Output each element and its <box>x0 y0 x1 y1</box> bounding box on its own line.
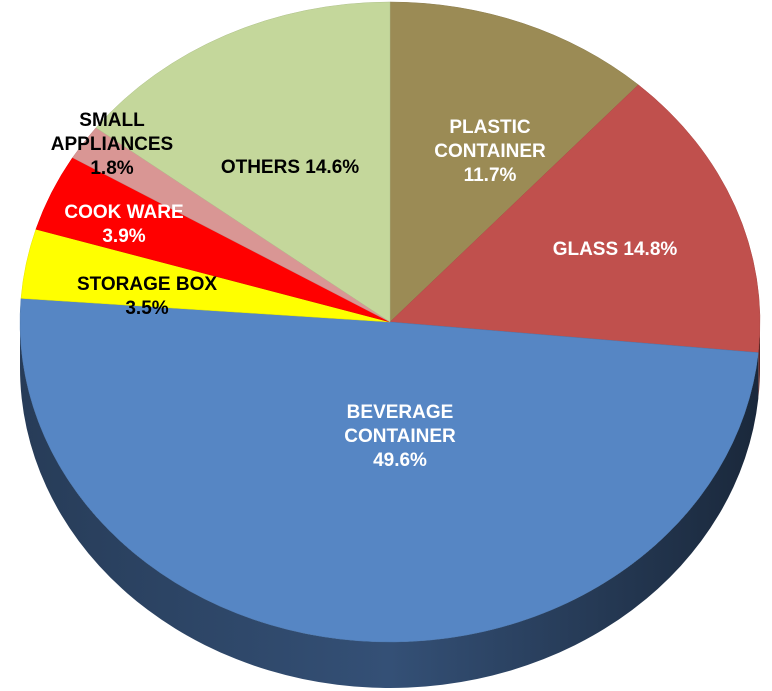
category-label: SMALL APPLIANCES <box>50 110 174 155</box>
value-label: 11.7% <box>463 165 517 186</box>
pie-slice <box>389 84 761 353</box>
value-label: 3.5% <box>125 298 169 319</box>
slice-label: COOK WARE 3.9% <box>44 201 204 249</box>
slice-label: OTHERS 14.6% <box>180 156 400 180</box>
value-label: 1.8% <box>90 158 134 179</box>
value-label: 49.6% <box>373 450 427 471</box>
category-label: COOK WARE <box>64 202 184 223</box>
category-label: STORAGE BOX <box>76 274 218 295</box>
category-label: PLASTIC CONTAINER <box>434 117 546 162</box>
category-label: OTHERS <box>220 157 301 178</box>
slice-label: GLASS 14.8% <box>505 238 725 262</box>
category-label: GLASS <box>552 239 619 260</box>
value-label: 14.6% <box>305 157 360 178</box>
slice-label: BEVERAGE CONTAINER 49.6% <box>300 401 500 473</box>
pie-slice <box>95 1 391 323</box>
slice-label: SMALL APPLIANCES 1.8% <box>32 109 192 181</box>
slice-label: PLASTIC CONTAINER 11.7% <box>415 116 565 188</box>
value-label: 14.8% <box>623 239 678 260</box>
pie-slice <box>19 298 759 643</box>
slice-label: STORAGE BOX 3.5% <box>47 273 247 321</box>
value-label: 3.9% <box>102 226 146 247</box>
category-label: BEVERAGE CONTAINER <box>344 402 456 447</box>
pie-slice <box>389 1 639 323</box>
